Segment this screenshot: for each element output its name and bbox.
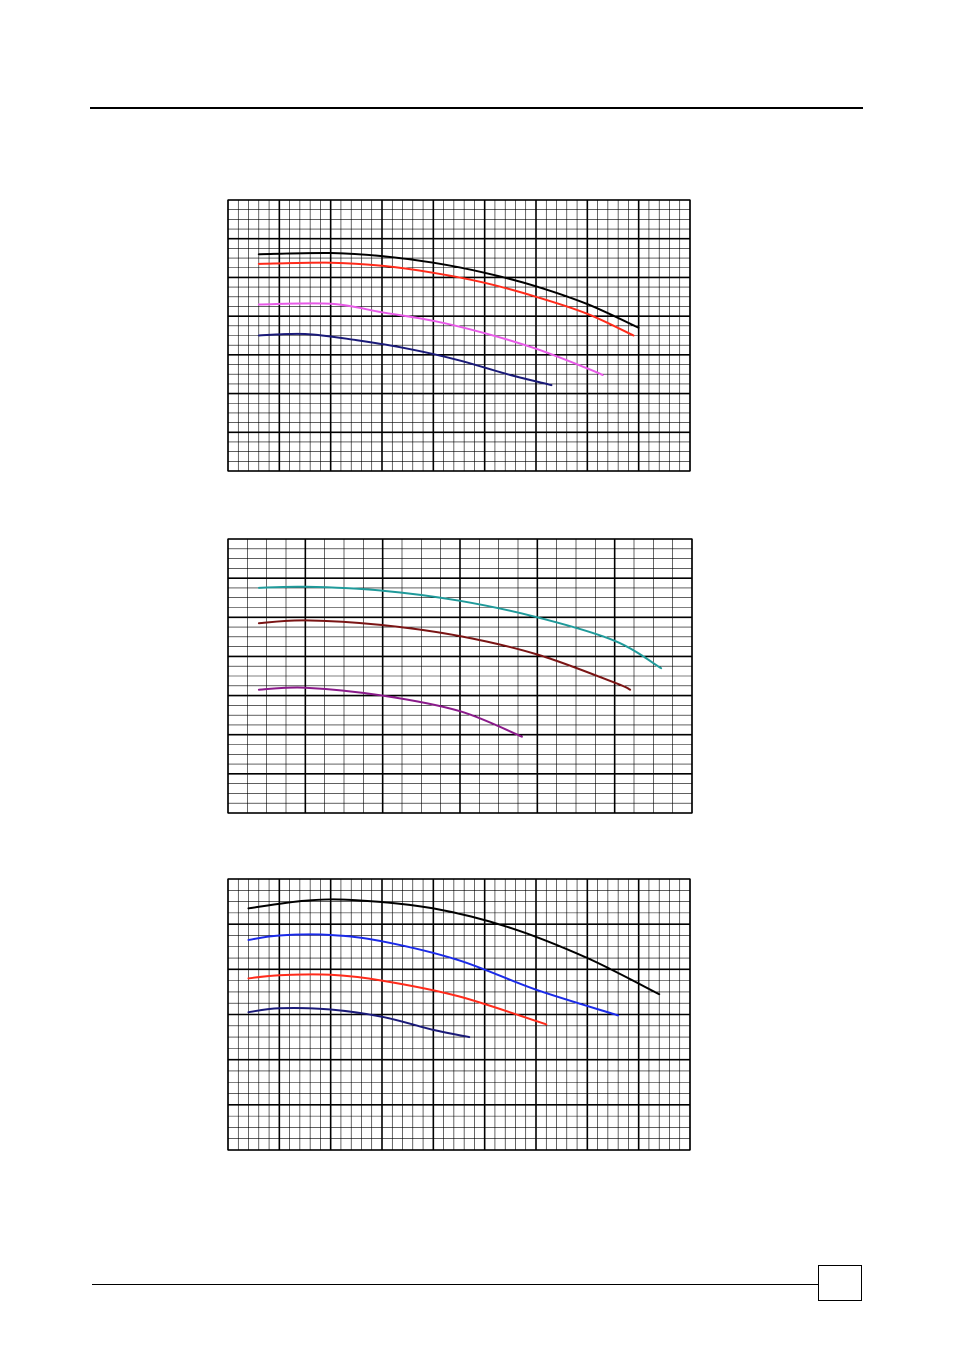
series-line-1-1 <box>257 251 640 329</box>
series-line-1-4 <box>257 332 553 387</box>
series-line-3-3 <box>247 973 548 1026</box>
series-line-3-2 <box>247 933 620 1017</box>
plot-frame <box>227 199 691 472</box>
series-line-3-1 <box>247 898 661 996</box>
series-line-2-1 <box>257 585 663 670</box>
chart-2 <box>227 538 693 814</box>
chart-3 <box>227 878 691 1151</box>
footer-rule <box>92 1284 819 1285</box>
page-number-box <box>818 1265 862 1301</box>
plot-frame <box>227 878 691 1151</box>
series-line-1-2 <box>257 261 635 337</box>
series-line-3-4 <box>247 1006 471 1039</box>
series-line-1-3 <box>257 302 604 376</box>
series-line-2-2 <box>257 619 632 691</box>
chart-1 <box>227 199 691 472</box>
plot-frame <box>227 538 693 814</box>
header-rule <box>90 107 863 109</box>
series-line-2-3 <box>257 686 523 738</box>
